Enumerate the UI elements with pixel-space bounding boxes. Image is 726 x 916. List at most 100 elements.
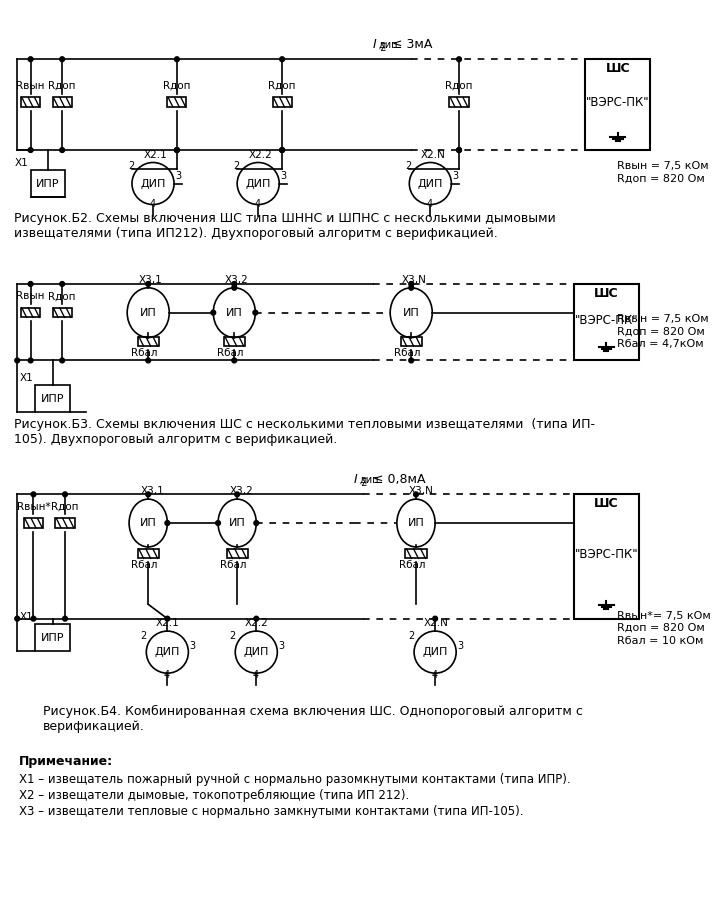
- Text: Rвын = 7,5 кОм: Rвын = 7,5 кОм: [617, 314, 709, 324]
- Text: Rвын = 7,5 кОм: Rвын = 7,5 кОм: [617, 161, 709, 171]
- Text: Rбал: Rбал: [220, 560, 247, 570]
- Text: ДИП: ДИП: [244, 647, 269, 657]
- Text: ≤ 0,8мА: ≤ 0,8мА: [373, 473, 425, 485]
- Circle shape: [409, 281, 414, 287]
- Bar: [138, 549, 159, 559]
- Text: 3: 3: [280, 170, 286, 180]
- Circle shape: [31, 492, 36, 496]
- Text: ШС: ШС: [594, 497, 619, 510]
- Bar: [21, 308, 40, 318]
- Text: ≤ 3мА: ≤ 3мА: [392, 38, 433, 50]
- Text: Х3,N: Х3,N: [408, 486, 433, 496]
- Text: Rвын: Rвын: [17, 81, 45, 91]
- Text: ДИП: ДИП: [245, 179, 271, 189]
- Bar: [574, 284, 639, 361]
- Text: Х3,2: Х3,2: [225, 275, 248, 285]
- Text: Х3,N: Х3,N: [401, 275, 427, 285]
- Text: Х1 – извещатель пожарный ручной с нормально разомкнутыми контактами (типа ИПР).: Х1 – извещатель пожарный ручной с нормал…: [19, 772, 571, 786]
- Text: Rдоп: Rдоп: [269, 81, 296, 91]
- Circle shape: [457, 57, 462, 61]
- Circle shape: [232, 281, 237, 287]
- Text: ДИП: ДИП: [155, 647, 180, 657]
- Text: Х3,2: Х3,2: [229, 486, 253, 496]
- Text: I: I: [354, 473, 358, 485]
- Text: 2: 2: [129, 161, 134, 171]
- Text: Х2 – извещатели дымовые, токопотребляющие (типа ИП 212).: Х2 – извещатели дымовые, токопотребляющи…: [19, 789, 409, 802]
- Bar: [138, 336, 159, 346]
- Text: "ВЭРС-ПК": "ВЭРС-ПК": [574, 314, 638, 327]
- Bar: [227, 549, 248, 559]
- Circle shape: [60, 57, 65, 61]
- Circle shape: [414, 492, 418, 496]
- Bar: [449, 97, 468, 107]
- Circle shape: [62, 492, 68, 496]
- Text: Rдоп: Rдоп: [52, 502, 79, 512]
- Text: 2: 2: [141, 631, 147, 641]
- Text: ИПР: ИПР: [41, 633, 65, 643]
- Text: 4: 4: [426, 200, 433, 210]
- Text: ДИП: ДИП: [423, 647, 448, 657]
- Text: Rдоп = 820 Ом: Rдоп = 820 Ом: [617, 623, 704, 633]
- Text: Rбал = 4,7кОм: Rбал = 4,7кОм: [617, 339, 703, 349]
- Text: Rдоп: Rдоп: [163, 81, 191, 91]
- Bar: [168, 97, 187, 107]
- Circle shape: [60, 281, 65, 287]
- Text: Х1: Х1: [20, 374, 33, 384]
- Circle shape: [15, 358, 20, 363]
- Text: ДИП: ДИП: [140, 179, 166, 189]
- Circle shape: [146, 492, 150, 496]
- Text: Х1: Х1: [15, 158, 29, 169]
- Text: X2.N: X2.N: [424, 618, 449, 628]
- Bar: [574, 495, 639, 618]
- Text: "ВЭРС-ПК": "ВЭРС-ПК": [574, 548, 638, 562]
- Bar: [55, 518, 75, 528]
- Text: X2.1: X2.1: [156, 618, 179, 628]
- Bar: [24, 518, 43, 528]
- Text: Rбал: Rбал: [217, 348, 244, 357]
- Text: Рисунок.Б2. Схемы включения ШС типа ШННС и ШПНС с несколькими дымовыми
извещател: Рисунок.Б2. Схемы включения ШС типа ШННС…: [15, 213, 556, 240]
- Text: ШС: ШС: [594, 287, 619, 300]
- Circle shape: [60, 358, 65, 363]
- Text: 3: 3: [452, 170, 458, 180]
- Text: X2.2: X2.2: [248, 149, 272, 159]
- Bar: [52, 97, 72, 107]
- Text: 4: 4: [431, 670, 438, 680]
- Circle shape: [165, 520, 170, 526]
- Text: 3: 3: [457, 641, 463, 651]
- Text: Rбал: Rбал: [131, 348, 158, 357]
- Circle shape: [28, 281, 33, 287]
- Circle shape: [409, 286, 414, 290]
- Circle shape: [60, 147, 65, 152]
- Text: X2.N: X2.N: [421, 149, 446, 159]
- Bar: [21, 97, 40, 107]
- Text: ДИП: ДИП: [417, 179, 443, 189]
- Circle shape: [146, 358, 150, 363]
- Text: Σ: Σ: [380, 43, 386, 52]
- Bar: [36, 625, 70, 651]
- Bar: [585, 60, 650, 150]
- Circle shape: [165, 616, 170, 621]
- Text: Rбал: Rбал: [394, 348, 420, 357]
- Text: 3: 3: [189, 641, 195, 651]
- Circle shape: [174, 57, 179, 61]
- Bar: [406, 549, 426, 559]
- Circle shape: [280, 147, 285, 152]
- Circle shape: [409, 358, 414, 363]
- Circle shape: [15, 616, 20, 621]
- Text: ИП: ИП: [140, 308, 157, 318]
- Circle shape: [31, 616, 36, 621]
- Circle shape: [280, 147, 285, 152]
- Text: Х1: Х1: [20, 613, 33, 623]
- Text: X2.1: X2.1: [144, 149, 167, 159]
- Text: Rбал = 10 кОм: Rбал = 10 кОм: [617, 636, 703, 646]
- Text: 2: 2: [406, 161, 412, 171]
- Bar: [224, 336, 245, 346]
- Text: I: I: [373, 38, 377, 50]
- Text: Rбал: Rбал: [131, 560, 158, 570]
- Circle shape: [254, 616, 258, 621]
- Bar: [36, 386, 70, 412]
- Text: Примечание:: Примечание:: [19, 756, 113, 769]
- Text: Х3,1: Х3,1: [141, 486, 164, 496]
- Text: X2.2: X2.2: [245, 618, 269, 628]
- Text: ИП: ИП: [407, 518, 425, 528]
